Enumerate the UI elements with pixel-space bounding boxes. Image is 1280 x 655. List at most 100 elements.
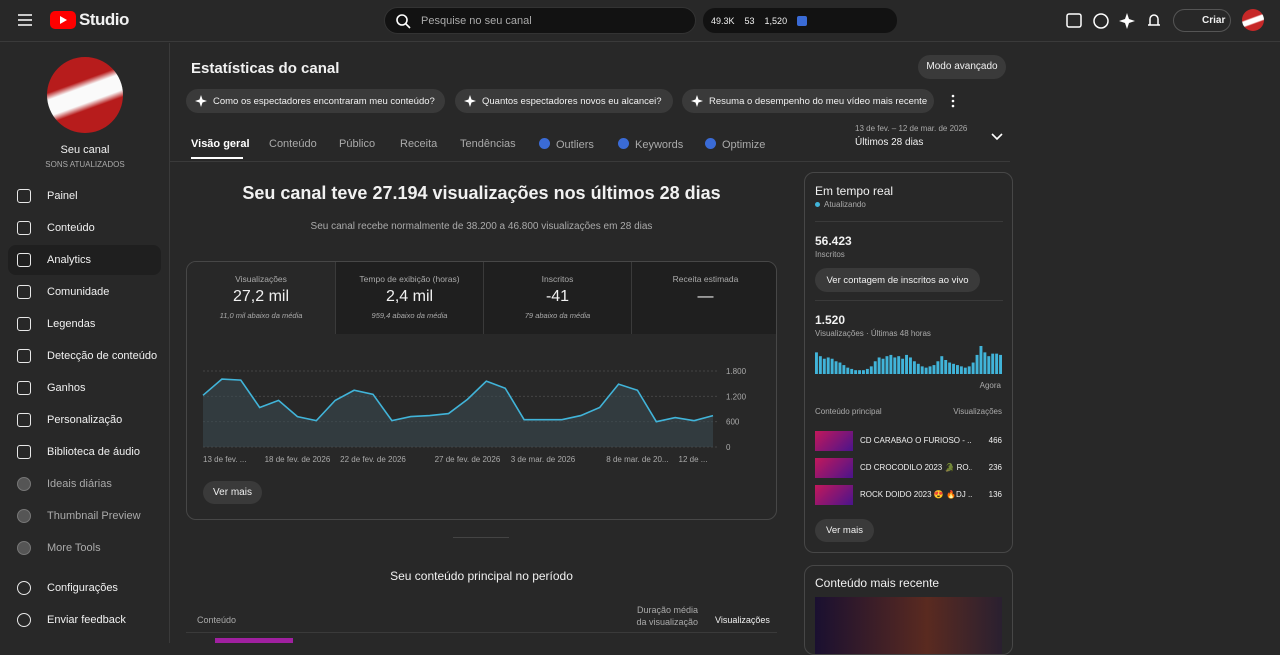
bar	[897, 356, 901, 374]
metric-note: 79 abaixo da média	[524, 311, 591, 320]
bar	[944, 360, 948, 374]
create-button[interactable]: Criar	[1173, 9, 1231, 32]
item-title: CD CARABAO O FURIOSO - ...	[860, 436, 972, 445]
nav-item[interactable]: Personalização	[8, 405, 161, 435]
x-tick-label: 13 de fev. ...	[203, 455, 246, 464]
item-views: 236	[988, 463, 1002, 472]
headline: Seu canal teve 27.194 visualizações nos …	[242, 183, 721, 203]
divider	[815, 221, 1003, 222]
nav-icon	[17, 253, 31, 267]
bar	[920, 366, 924, 374]
nav-item[interactable]: Legendas	[8, 309, 161, 339]
card-title: Conteúdo mais recente	[815, 576, 940, 590]
see-more-button[interactable]: Ver mais	[815, 519, 874, 542]
bar	[905, 354, 908, 374]
nav-item[interactable]: Ideais diárias	[8, 469, 161, 499]
tab[interactable]: Optimize	[705, 138, 765, 151]
nav-item[interactable]: Detecção de conteúdo	[8, 341, 161, 371]
channel-avatar[interactable]	[47, 57, 123, 133]
nav-item[interactable]: Comunidade	[8, 277, 161, 307]
prompt-chip[interactable]: Resuma o desempenho do meu vídeo mais re…	[682, 89, 934, 113]
nav-icon	[17, 381, 31, 395]
bar	[995, 353, 999, 374]
nav-item[interactable]: Conteúdo	[8, 213, 161, 243]
item-thumbnail[interactable]	[815, 431, 853, 451]
divider	[815, 300, 1003, 301]
nav-item[interactable]: Biblioteca de áudio	[8, 437, 161, 467]
x-tick-label: 3 de mar. de 2026	[511, 455, 576, 464]
metric-tab[interactable]: Visualizações 27,2 mil 11,0 mil abaixo da …	[187, 262, 335, 334]
stat: 49.3K	[711, 15, 735, 26]
account-avatar[interactable]	[1242, 9, 1264, 31]
thumbnail[interactable]	[215, 638, 293, 643]
tab-label: Keywords	[635, 139, 684, 151]
prompt-text: Quantos espectadores novos eu alcancei?	[482, 96, 662, 107]
period-chevron[interactable]	[991, 133, 1003, 141]
prompt-text: Resuma o desempenho do meu vídeo mais re…	[709, 96, 928, 107]
views-label: Visualizações · Últimas 48 horas	[815, 329, 931, 338]
bar	[936, 361, 940, 374]
x-label: Agora	[980, 381, 1002, 390]
tab-label: Tendências	[460, 138, 516, 150]
nav-item[interactable]: Enviar feedback	[8, 605, 161, 635]
top-icons[interactable]	[1066, 13, 1166, 29]
see-more-button[interactable]: Ver mais	[203, 481, 262, 504]
column-header: Conteúdo	[197, 615, 237, 625]
metric-tab[interactable]: Tempo de exibição (horas) 2,4 mil 959,4 ab…	[335, 262, 483, 334]
nav-icon	[17, 445, 31, 459]
nav-icon	[17, 221, 31, 235]
tab[interactable]: Receita	[400, 138, 437, 150]
search-box[interactable]: Pesquise no seu canal	[384, 7, 696, 34]
tab[interactable]: Visão geral	[191, 138, 250, 150]
more-icon[interactable]	[950, 94, 956, 108]
nav-label: Ideais diárias	[47, 478, 112, 490]
tab[interactable]: Público	[339, 138, 375, 150]
bar	[818, 356, 822, 374]
search-icon	[396, 14, 411, 29]
nav-item[interactable]: Painel	[8, 181, 161, 211]
nav-label: Thumbnail Preview	[47, 510, 141, 522]
metric-tab[interactable]: Receita estimada —	[631, 262, 776, 334]
y-tick-label: 1.800	[726, 367, 747, 376]
tab[interactable]: Keywords	[618, 138, 683, 151]
column-header: Visualizações	[715, 615, 770, 625]
divider	[186, 632, 777, 633]
bar	[999, 354, 1002, 374]
stats-pill[interactable]: 49.3K 53 1,520	[703, 8, 897, 33]
period[interactable]: Últimos 28 dias	[855, 137, 924, 148]
live-count-button[interactable]: Ver contagem de inscritos ao vivo	[815, 268, 980, 292]
nav-item[interactable]: More Tools	[8, 533, 161, 563]
bar	[932, 365, 936, 374]
logo-text[interactable]: Studio	[79, 10, 129, 29]
subscriber-label: Inscritos	[815, 250, 845, 259]
nav-item[interactable]: Thumbnail Preview	[8, 501, 161, 531]
item-thumbnail[interactable]	[815, 458, 853, 478]
metric-value: -41	[545, 288, 570, 305]
item-thumbnail[interactable]	[815, 485, 853, 505]
nav-icon	[17, 349, 31, 363]
latest-thumbnail[interactable]	[815, 597, 1002, 654]
prompt-text: Como os espectadores encontraram meu con…	[213, 96, 435, 107]
tab[interactable]: Tendências	[460, 138, 516, 150]
advanced-button[interactable]: Modo avançado	[918, 55, 1006, 79]
prompt-chip[interactable]: Quantos espectadores novos eu alcancei?	[455, 89, 673, 113]
tab[interactable]: Conteúdo	[269, 138, 317, 150]
nav-item[interactable]: Ganhos	[8, 373, 161, 403]
nav-label: Ganhos	[47, 382, 86, 394]
metric-tab[interactable]: Inscritos -41 79 abaixo da média	[483, 262, 631, 334]
nav-item[interactable]: Configurações	[8, 573, 161, 603]
tab-icon	[618, 138, 629, 149]
prompt-chip[interactable]: Como os espectadores encontraram meu con…	[186, 89, 445, 113]
nav-label: Biblioteca de áudio	[47, 446, 140, 458]
logo-icon[interactable]	[50, 11, 76, 29]
nav-item[interactable]: Analytics	[8, 245, 161, 275]
bar	[967, 366, 971, 374]
menu-icon[interactable]	[18, 14, 32, 26]
nav-label: Painel	[47, 190, 78, 202]
subscriber-count: 56.423	[815, 234, 852, 248]
views-count: 1.520	[815, 313, 846, 327]
bar	[991, 353, 995, 374]
bar	[956, 365, 959, 374]
nav-icon	[17, 613, 31, 627]
tab[interactable]: Outliers	[539, 138, 594, 151]
